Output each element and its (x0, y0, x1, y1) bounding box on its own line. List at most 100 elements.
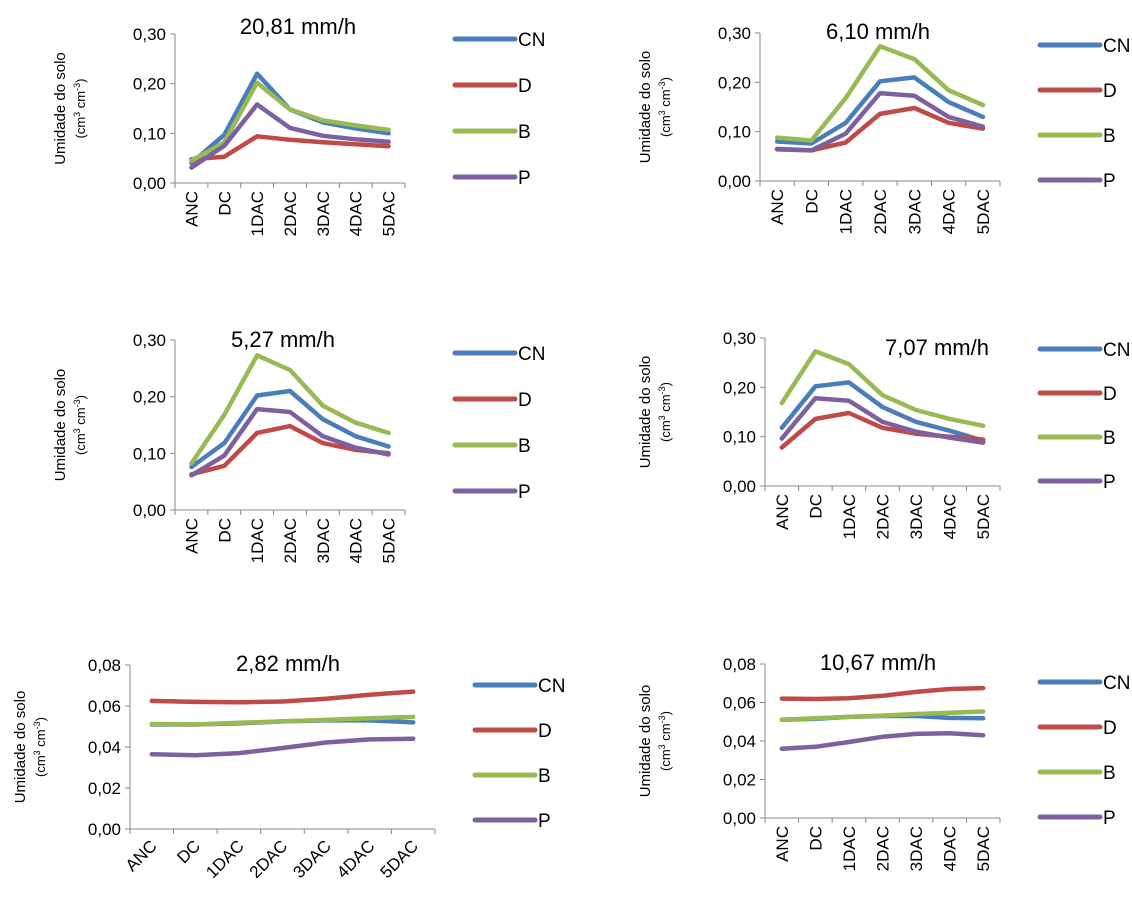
y-tick-label: 0,08 (88, 656, 121, 675)
x-tick-label: 3DAC (907, 494, 926, 539)
series-line-d (779, 685, 986, 702)
legend-label-d: D (1103, 718, 1117, 739)
y-axis-unit: (cm3 cm-3) (657, 711, 673, 771)
chart-panel-1: 0,00 0,10 0,20 0,30 ANC DC 1DAC 2DAC 3DAC 4DAC 5DA… (52, 14, 545, 236)
series-line-b (779, 349, 986, 429)
y-tick-label: 0,30 (723, 329, 756, 348)
unit-superscript: -3 (657, 81, 667, 89)
series-line-cn (774, 75, 986, 146)
unit-part: cm (33, 729, 48, 750)
y-tick-label: 0,02 (723, 771, 756, 790)
y-axis-title: Umidade do solo (637, 51, 654, 164)
x-tick-label: 5DAC (974, 826, 993, 871)
legend-label-d: D (538, 721, 552, 742)
series-line-b (189, 353, 391, 466)
y-tick-label: 0,10 (723, 428, 756, 447)
series-line-cn (779, 380, 986, 443)
unit-part: ) (658, 711, 673, 715)
unit-part: (cm (658, 115, 673, 137)
x-tick-label: 4DAC (941, 494, 960, 539)
series-line-d (149, 689, 416, 705)
x-tick-label: 4DAC (333, 836, 379, 882)
series-line-b (779, 709, 986, 723)
series-line-p (779, 731, 986, 751)
x-tick-label: DC (806, 494, 825, 519)
series-line-cn (189, 388, 391, 470)
unit-part: ) (33, 717, 48, 721)
unit-part: (cm (658, 749, 673, 771)
series-line-b (149, 714, 416, 727)
x-tick-label: 5DAC (380, 191, 399, 236)
unit-part: (cm (73, 117, 88, 139)
y-axis-title: Umidade do solo (637, 685, 654, 798)
series-line-p (774, 90, 986, 153)
series-line-d (189, 134, 391, 162)
legend-label-p: P (1103, 472, 1116, 493)
series-line-p (149, 736, 416, 758)
y-tick-label: 0,00 (723, 809, 756, 828)
y-tick-label: 0,00 (133, 501, 166, 520)
unit-part: cm (73, 407, 88, 428)
x-tick-label: 4DAC (940, 189, 959, 234)
x-tick-label: 3DAC (314, 518, 333, 563)
legend-label-cn: CN (1103, 36, 1130, 57)
legend-label-p: P (518, 482, 531, 503)
x-tick-label: 3DAC (905, 189, 924, 234)
unit-superscript: 3 (657, 744, 667, 749)
y-tick-label: 0,30 (718, 24, 751, 43)
chart-title: 6,10 mm/h (826, 19, 930, 44)
unit-superscript: 3 (72, 428, 82, 433)
legend-label-p: P (1103, 171, 1116, 192)
x-tick-label: 1DAC (248, 191, 267, 236)
x-tick-label: 1DAC (840, 826, 859, 871)
unit-superscript: -3 (657, 715, 667, 723)
y-tick-label: 0,20 (133, 75, 166, 94)
y-tick-label: 0,08 (723, 655, 756, 674)
y-tick-label: 0,06 (88, 697, 121, 716)
chart-title: 7,07 mm/h (885, 335, 989, 360)
x-tick-label: DC (173, 836, 204, 867)
y-axis-unit: (cm3 cm-3) (72, 79, 88, 139)
x-tick-label: ANC (768, 189, 787, 225)
unit-part: (cm (658, 420, 673, 442)
unit-superscript: -3 (72, 83, 82, 91)
x-tick-label: 5DAC (974, 189, 993, 234)
y-axis-title: Umidade do solo (12, 691, 29, 804)
legend-label-d: D (518, 390, 532, 411)
y-axis-title: Umidade do solo (52, 52, 69, 165)
legend-label-d: D (518, 76, 532, 97)
y-tick-label: 0,04 (88, 738, 121, 757)
chart-panel-6: 0,00 0,02 0,04 0,06 0,08 ANC DC 1DAC 2DAC 3DAC 4DA… (637, 650, 1130, 871)
y-tick-label: 0,20 (718, 73, 751, 92)
x-tick-label: 4DAC (941, 826, 960, 871)
y-tick-label: 0,30 (133, 25, 166, 44)
series-line-p (779, 395, 986, 445)
x-tick-label: DC (215, 518, 234, 543)
x-tick-label: ANC (773, 494, 792, 530)
x-tick-label: 5DAC (377, 836, 423, 882)
legend-label-cn: CN (1103, 673, 1130, 694)
y-axis-title: Umidade do solo (52, 369, 69, 482)
unit-part: cm (658, 394, 673, 415)
x-tick-label: 5DAC (974, 494, 993, 539)
x-tick-label: 3DAC (289, 836, 335, 882)
legend-label-b: B (538, 766, 551, 787)
legend-label-b: B (1103, 763, 1116, 784)
legend-label-d: D (1103, 384, 1117, 405)
unit-part: cm (73, 91, 88, 112)
x-tick-label: 1DAC (202, 836, 248, 882)
legend-label-b: B (1103, 126, 1116, 147)
x-tick-label: 2DAC (871, 189, 890, 234)
y-tick-label: 0,20 (723, 378, 756, 397)
x-tick-label: 4DAC (347, 518, 366, 563)
x-tick-label: 3DAC (907, 826, 926, 871)
x-tick-label: 2DAC (281, 518, 300, 563)
unit-part: (cm (73, 433, 88, 455)
y-tick-label: 0,00 (718, 172, 751, 191)
unit-part: cm (658, 723, 673, 744)
unit-part: cm (658, 89, 673, 110)
y-axis-title: Umidade do solo (637, 356, 654, 469)
y-tick-label: 0,30 (133, 331, 166, 350)
unit-superscript: 3 (72, 112, 82, 117)
unit-part: ) (658, 382, 673, 386)
